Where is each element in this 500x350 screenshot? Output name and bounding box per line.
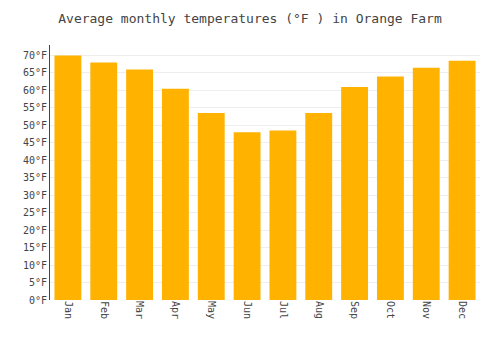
svg-text:0°F: 0°F <box>29 295 47 306</box>
svg-text:40°F: 40°F <box>23 155 47 166</box>
svg-text:Average monthly temperatures (: Average monthly temperatures (°F ) in Or… <box>58 11 442 26</box>
svg-text:10°F: 10°F <box>23 260 47 271</box>
svg-text:Jan: Jan <box>63 301 74 319</box>
svg-text:Aug: Aug <box>314 301 325 319</box>
svg-text:Jun: Jun <box>242 301 253 319</box>
svg-text:30°F: 30°F <box>23 190 47 201</box>
svg-text:65°F: 65°F <box>23 67 47 78</box>
svg-text:Nov: Nov <box>421 301 432 319</box>
svg-text:Feb: Feb <box>99 301 110 319</box>
svg-text:55°F: 55°F <box>23 102 47 113</box>
svg-text:Apr: Apr <box>170 301 181 319</box>
svg-text:70°F: 70°F <box>23 50 47 61</box>
svg-text:20°F: 20°F <box>23 225 47 236</box>
svg-text:25°F: 25°F <box>23 207 47 218</box>
svg-text:Sep: Sep <box>349 301 360 319</box>
svg-text:35°F: 35°F <box>23 172 47 183</box>
svg-text:50°F: 50°F <box>23 120 47 131</box>
svg-text:15°F: 15°F <box>23 242 47 253</box>
svg-text:Mar: Mar <box>134 301 145 319</box>
svg-text:45°F: 45°F <box>23 137 47 148</box>
svg-text:60°F: 60°F <box>23 85 47 96</box>
svg-text:5°F: 5°F <box>29 277 47 288</box>
svg-text:Oct: Oct <box>385 301 396 319</box>
svg-text:May: May <box>206 301 217 319</box>
svg-text:Dec: Dec <box>457 301 468 319</box>
svg-text:Jul: Jul <box>278 301 289 319</box>
